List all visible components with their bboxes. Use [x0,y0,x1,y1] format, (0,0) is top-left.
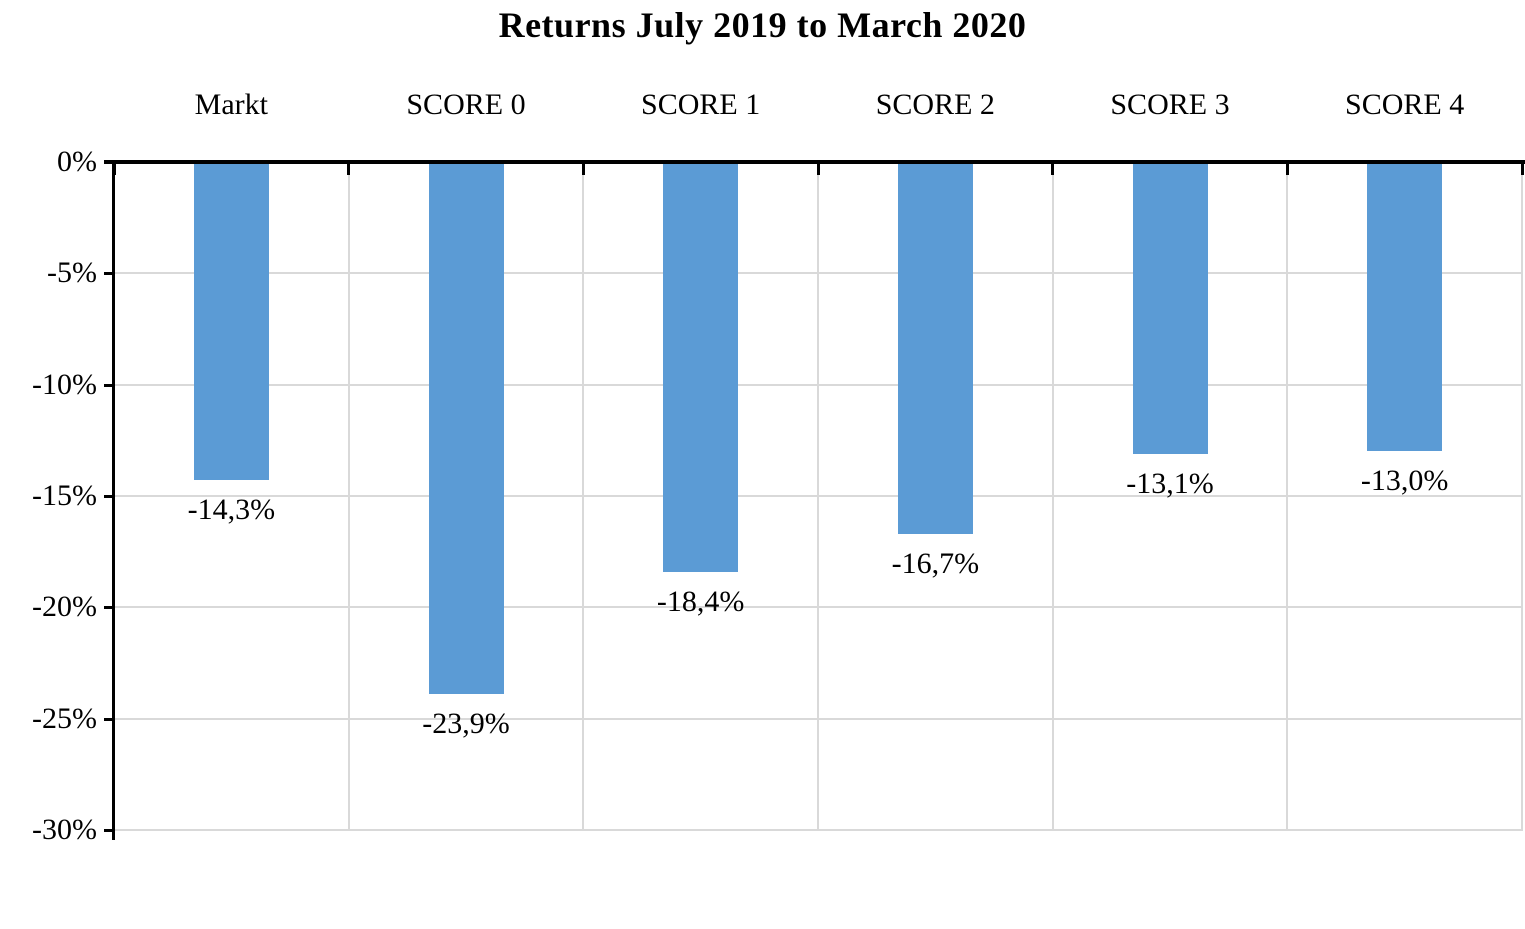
bar-data-label: -18,4% [656,584,745,618]
bar-data-label: -16,7% [891,546,980,580]
bar-data-label: -14,3% [187,493,276,527]
y-axis-tick [104,383,114,387]
x-axis-tick [1051,162,1055,175]
bar [1132,164,1208,454]
category-label: SCORE 2 [875,88,995,121]
x-gridline [817,164,819,831]
y-axis-tick-label: -10% [32,367,97,401]
category-label: SCORE 1 [641,88,761,121]
x-axis-tick [581,162,585,175]
bar [897,164,973,534]
y-axis-tick [104,606,114,610]
y-axis-tick-label: -20% [32,590,97,624]
y-axis-tick-label: -25% [32,701,97,735]
y-axis-tick [104,829,114,832]
y-axis-tick [104,717,114,721]
x-axis-tick [1520,162,1524,175]
x-axis-tick [816,162,820,175]
zero-axis-line [104,160,1525,164]
y-axis-tick [104,272,114,276]
y-axis-tick [104,495,114,498]
y-axis-tick-label: -30% [32,813,97,846]
y-axis-tick-label: -15% [32,479,97,512]
x-gridline [347,164,350,831]
bar [193,164,269,481]
x-axis-tick [347,162,351,175]
x-gridline [1051,164,1054,831]
bar [663,164,739,572]
y-axis-tick-label: -5% [47,256,97,290]
x-gridline [1521,164,1523,831]
bar-data-label: -23,9% [422,707,510,741]
bar [428,164,504,695]
bar-data-label: -13,0% [1360,464,1449,498]
bar-data-label: -13,1% [1126,466,1214,500]
x-gridline [1286,164,1289,831]
chart-title: Returns July 2019 to March 2020 [498,5,1027,45]
x-gridline [582,164,585,831]
category-label: Markt [194,88,268,121]
category-label: SCORE 4 [1345,88,1465,121]
category-label: SCORE 0 [406,88,526,121]
y-axis-tick-label: 0% [57,145,97,178]
x-axis-tick [1285,162,1289,175]
bar [1367,164,1443,452]
category-label: SCORE 3 [1110,88,1230,121]
y-axis-line [112,160,115,840]
